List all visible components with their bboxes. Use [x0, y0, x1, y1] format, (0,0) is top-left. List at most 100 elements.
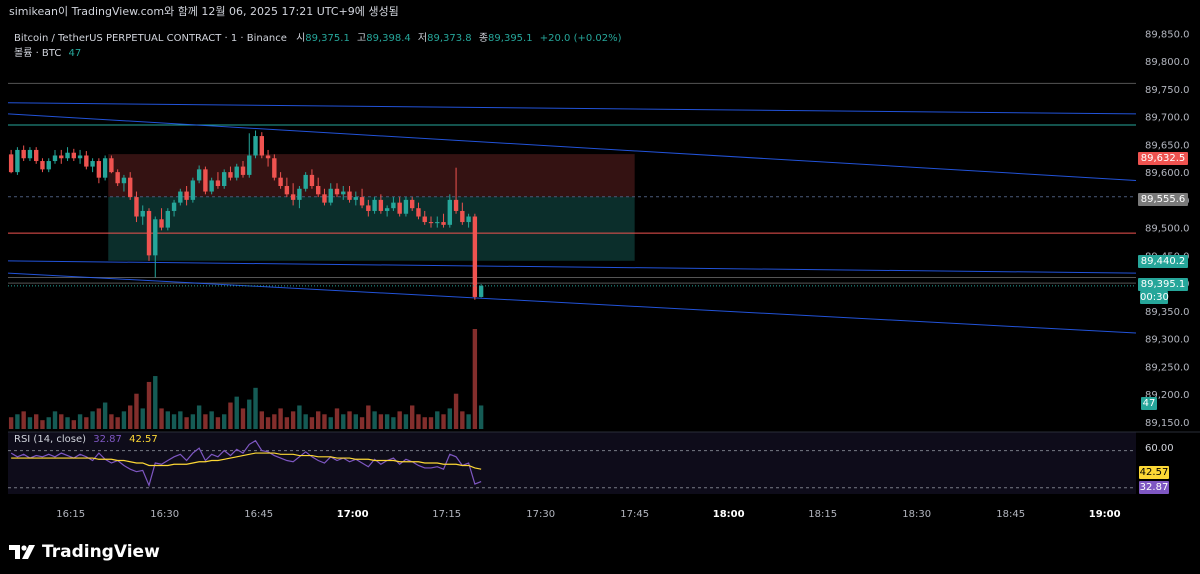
- legend-close-value: 89,395.1: [488, 33, 533, 44]
- price-tick-label: 89,700.0: [1145, 113, 1190, 124]
- candle-body: [134, 197, 139, 217]
- tradingview-logo-icon: [9, 545, 35, 559]
- volume-bar: [234, 396, 239, 429]
- volume-bar: [140, 408, 145, 429]
- price-tick-label: 89,750.0: [1145, 85, 1190, 96]
- rsi-ma-line: [11, 452, 482, 470]
- volume-bar: [59, 414, 64, 429]
- candle-body: [209, 180, 214, 192]
- candle-body: [196, 169, 202, 181]
- candle-body: [297, 188, 302, 200]
- time-tick-label: 18:15: [808, 509, 837, 520]
- volume-bar: [102, 402, 108, 429]
- volume-bar: [290, 411, 296, 429]
- volume-bar: [410, 405, 415, 429]
- candle-body: [460, 210, 465, 223]
- candle-body: [272, 158, 277, 178]
- legend-volume-value: 47: [68, 48, 82, 59]
- candle-body: [290, 194, 296, 200]
- volume-bar: [134, 393, 139, 429]
- candle-body: [372, 199, 377, 211]
- volume-bar: [309, 417, 315, 429]
- candle-body: [416, 208, 421, 217]
- price-tick-label: 89,800.0: [1145, 57, 1190, 68]
- volume-bar: [96, 408, 102, 429]
- price-tick-label: 89,250.0: [1145, 362, 1190, 373]
- candle-body: [441, 222, 446, 225]
- volume-bar: [209, 411, 214, 429]
- header-caption-bar: simikean이 TradingView.com와 함께 12월 06, 20…: [0, 0, 1200, 24]
- candle-body: [422, 216, 427, 223]
- brand-name: TradingView: [42, 542, 160, 562]
- candle-body: [140, 210, 145, 217]
- legend-change: +20.0 (+0.02%): [539, 33, 622, 44]
- candle-body: [27, 149, 33, 159]
- tradingview-logo[interactable]: TradingView: [9, 540, 160, 564]
- price-tick-label: 89,200.0: [1145, 390, 1190, 401]
- candle-body: [359, 197, 365, 206]
- candle-body: [203, 169, 208, 192]
- volume-bar: [165, 411, 170, 429]
- candle-body: [322, 194, 327, 203]
- volume-bar: [178, 411, 183, 429]
- volume-bar: [15, 414, 20, 429]
- trend-line: [7, 113, 1137, 181]
- time-tick-label: 18:00: [713, 509, 745, 520]
- volume-bar: [422, 417, 427, 429]
- time-tick-label: 17:30: [526, 509, 555, 520]
- stop-loss-box: [108, 154, 635, 197]
- legend-rsi-value: 32.87: [93, 434, 122, 445]
- price-tick-label: 89,500.0: [1145, 224, 1190, 235]
- candle-body: [391, 202, 396, 209]
- candle-body: [65, 152, 70, 159]
- volume-bar: [215, 417, 221, 429]
- volume-bar: [71, 420, 76, 429]
- time-tick-label: 16:45: [244, 509, 273, 520]
- price-tick-label: 89,350.0: [1145, 307, 1190, 318]
- price-label-volume: 47: [1141, 397, 1157, 410]
- legend-high-label: 고: [357, 33, 367, 44]
- candle-body: [334, 188, 340, 195]
- legend-open-label: 시: [296, 33, 306, 44]
- volume-bar: [378, 414, 384, 429]
- volume-bar: [435, 411, 440, 429]
- candle-body: [77, 155, 83, 159]
- candle-body: [284, 186, 290, 195]
- candle-body: [21, 149, 26, 159]
- price-label-upper-box: 89,632.5: [1138, 152, 1188, 165]
- volume-bar: [153, 376, 158, 429]
- candle-body: [102, 158, 108, 178]
- candle-body: [178, 191, 183, 203]
- volume-bar: [128, 405, 133, 429]
- candle-body: [447, 199, 452, 225]
- time-tick-label: 18:30: [902, 509, 931, 520]
- legend-high-value: 89,398.4: [366, 33, 411, 44]
- volume-bar: [303, 414, 308, 429]
- volume-bar: [77, 414, 83, 429]
- volume-bar: [196, 405, 202, 429]
- legend-low-value: 89,373.8: [427, 33, 472, 44]
- candle-body: [328, 188, 333, 203]
- volume-bar: [391, 417, 396, 429]
- candle-body: [146, 210, 152, 256]
- volume-bar: [8, 417, 14, 429]
- time-tick-label: 16:30: [150, 509, 179, 520]
- volume-bar: [478, 405, 484, 429]
- volume-bar: [472, 329, 478, 429]
- volume-bar: [240, 408, 246, 429]
- chart-canvas[interactable]: 89,850.0 89,800.0 89,750.0 89,700.0 89,650.0…: [0, 24, 1200, 532]
- candle-body: [397, 202, 402, 214]
- price-label-last: 89,395.1: [1138, 278, 1188, 291]
- chart-area[interactable]: 89,850.0 89,800.0 89,750.0 89,700.0 89,650.0…: [0, 24, 1200, 532]
- candle-body: [115, 172, 120, 184]
- volume-bar: [347, 411, 352, 429]
- candle-body: [190, 180, 196, 200]
- candle-body: [128, 177, 133, 198]
- price-tick-label: 89,150.0: [1145, 418, 1190, 429]
- candle-body: [403, 199, 409, 214]
- volume-bar: [460, 411, 465, 429]
- price-tick-label: 89,600.0: [1145, 168, 1190, 179]
- volume-bar: [322, 414, 327, 429]
- candle-body: [184, 191, 189, 200]
- volume-bar: [441, 414, 446, 429]
